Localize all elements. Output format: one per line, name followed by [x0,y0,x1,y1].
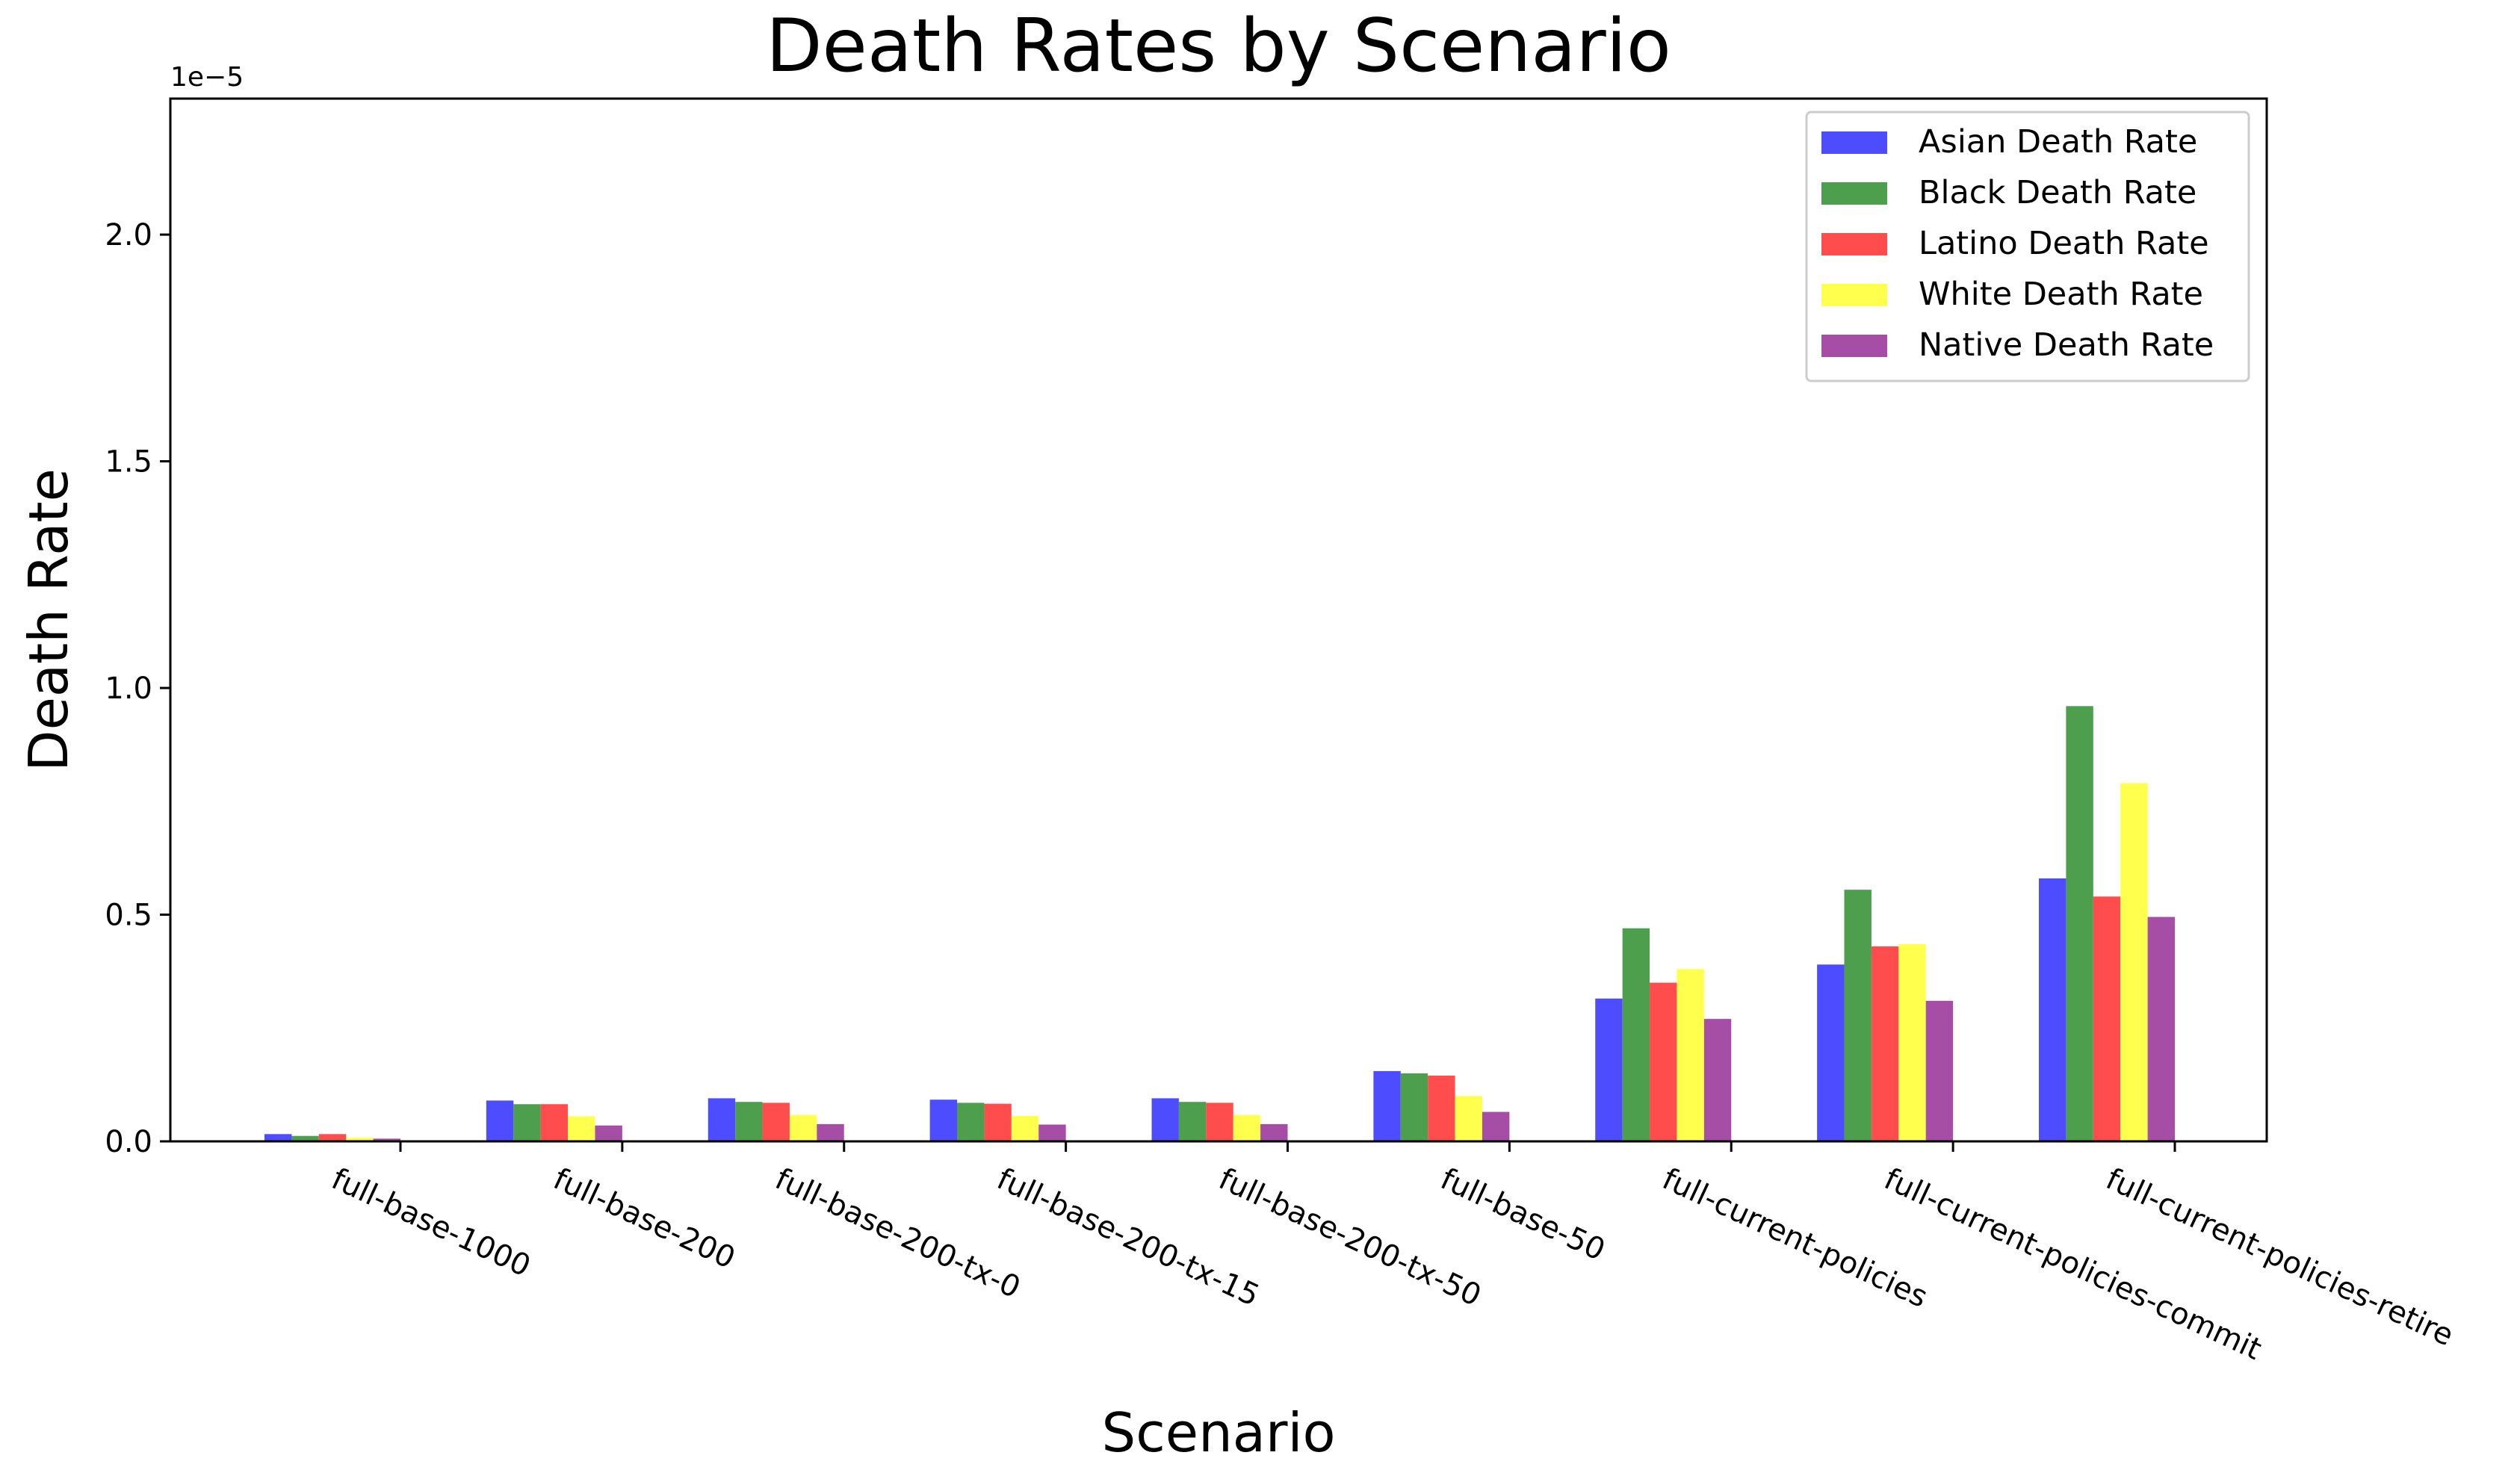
bar [1595,998,1623,1141]
y-axis: 0.0 0.5 1.0 1.5 2.0 [105,218,170,1159]
legend-swatch [1821,182,1887,205]
legend-swatch [1821,284,1887,306]
legend-swatch [1821,131,1887,154]
bar [957,1103,985,1141]
x-tick-label: full-current-policies-retire [2101,1162,2459,1353]
bar [1260,1123,1288,1141]
plot-frame [169,97,2268,1143]
x-tick-label: full-current-policies-commit [1879,1162,2267,1367]
bar [346,1138,374,1141]
legend-label: Latino Death Rate [1919,225,2209,262]
bar [735,1102,763,1141]
bar [1650,982,1677,1141]
bar [264,1134,292,1141]
x-axis: full-base-1000 full-base-200 full-base-200… [326,1141,2459,1367]
chart-title: Death Rates by Scenario [766,4,1671,89]
bar [2120,783,2148,1141]
legend-box [1805,111,2250,382]
bar [540,1104,569,1141]
x-tick-label: full-base-200 [548,1162,740,1276]
bar [762,1103,790,1141]
bar [1622,928,1650,1141]
bar [291,1135,319,1141]
legend-swatch [1821,233,1887,255]
bar [1233,1114,1261,1141]
bar [708,1098,736,1141]
bar [1011,1116,1039,1141]
bar [1428,1075,1455,1141]
bar [1677,969,1704,1141]
y-tick-label: 0.5 [105,899,152,933]
bar [1898,943,1926,1141]
bar [789,1114,817,1141]
y-tick-label: 2.0 [105,218,152,252]
bar [1844,890,1872,1141]
bar [2066,706,2093,1141]
bar [373,1138,400,1141]
bar [1373,1070,1401,1141]
x-tick-label: full-base-50 [1435,1162,1610,1268]
bar [486,1100,514,1141]
y-axis-label: Death Rate [17,468,80,772]
x-axis-label: Scenario [1102,1401,1336,1464]
bar [1455,1096,1482,1141]
bar [1178,1102,1207,1141]
legend-label: Black Death Rate [1919,174,2197,211]
legend-label: White Death Rate [1919,276,2203,313]
bar [1817,964,1845,1141]
bar [595,1125,622,1141]
bar [2147,917,2175,1141]
bar [817,1123,844,1141]
x-tick-label: full-base-200-tx-0 [770,1162,1026,1305]
y-tick-label: 0.0 [105,1125,152,1159]
bar [513,1104,541,1141]
legend-label: Native Death Rate [1919,326,2214,364]
bar [318,1134,347,1141]
bar [1925,1000,1954,1141]
bar [1400,1073,1428,1141]
bar [1206,1103,1233,1141]
bars-group [264,706,2175,1141]
bar [1151,1098,1179,1141]
bar [2039,878,2067,1141]
y-tick-label: 1.5 [105,445,152,480]
bar [568,1116,595,1141]
x-tick-label: full-base-1000 [326,1162,536,1283]
y-tick-label: 1.0 [105,672,152,706]
legend-label: Asian Death Rate [1919,123,2197,161]
bar [1703,1019,1732,1141]
bar [1482,1111,1510,1141]
bar [1871,946,1899,1141]
legend-swatch [1821,335,1887,357]
y-axis-scale-label: 1e−5 [170,62,244,93]
bar [929,1100,958,1141]
bar [984,1103,1012,1141]
bar [2093,896,2121,1141]
legend: Asian Death Rate Black Death Rate Latino D… [1805,111,2250,382]
bar [1038,1124,1066,1141]
